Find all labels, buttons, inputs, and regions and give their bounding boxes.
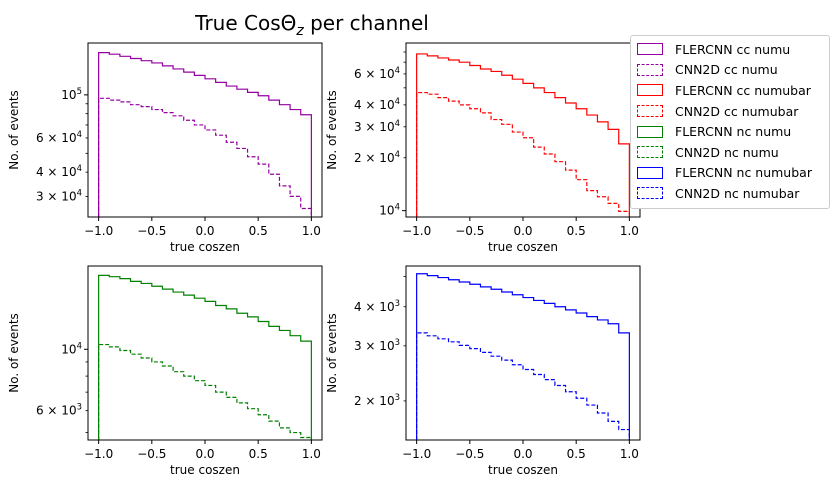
y-tick-label: 4 × 104 <box>354 97 400 112</box>
legend-label: CNN2D nc numu <box>675 144 779 160</box>
y-tick-label: 2 × 103 <box>354 393 400 408</box>
x-tick-label: −0.5 <box>137 447 166 461</box>
x-tick-label: 1.0 <box>620 447 639 461</box>
legend-label: FLERCNN cc numu <box>675 41 791 57</box>
y-tick-label: 104 <box>61 341 82 356</box>
figure-title-sub: z <box>295 23 304 39</box>
y-tick-label: 105 <box>61 87 82 102</box>
x-axis-label: true coszen <box>488 463 558 477</box>
legend-swatch <box>637 84 663 97</box>
y-tick-label: 4 × 103 <box>354 299 400 314</box>
series-line-flercnn <box>98 274 312 440</box>
x-tick-label: −1.0 <box>84 447 113 461</box>
x-tick-label: 0.5 <box>567 224 586 238</box>
y-tick-label: 6 × 104 <box>354 66 400 81</box>
panel-cc-numubar: −1.0 −0.5 0.0 0.5 1.0 true coszen No. of event… <box>325 42 641 254</box>
series-line-flercnn <box>98 52 312 217</box>
legend-swatch <box>637 43 663 56</box>
y-tick-label: 6 × 103 <box>36 403 82 418</box>
legend-swatch <box>637 105 663 118</box>
x-tick-label: −1.0 <box>402 447 431 461</box>
panel-cc-numu: −1.0 −0.5 0.0 0.5 1.0 true coszen No. of event… <box>7 42 323 254</box>
y-axis-label: No. of events <box>325 90 339 170</box>
x-tick-label: 0.0 <box>195 447 214 461</box>
figure-title-tail: per channel <box>304 11 429 35</box>
series-line-cnn2d <box>98 97 312 217</box>
legend-swatch <box>637 166 663 179</box>
x-tick-label: 1.0 <box>302 447 321 461</box>
x-tick-label: −0.5 <box>455 447 484 461</box>
series-line-cnn2d <box>98 343 312 440</box>
y-tick-label: 6 × 104 <box>36 130 82 145</box>
axes-frame <box>405 265 641 441</box>
panel-nc-numubar: −1.0 −0.5 0.0 0.5 1.0 true coszen No. of event… <box>325 265 641 477</box>
legend-item: FLERCNN nc numu <box>637 121 823 142</box>
x-tick-label: 1.0 <box>620 224 639 238</box>
y-tick-label: 4 × 104 <box>36 164 82 179</box>
figure-title-main: True CosΘ <box>194 11 296 35</box>
y-axis-label: No. of events <box>7 90 21 170</box>
axes-frame <box>87 42 323 218</box>
legend-label: CNN2D cc numubar <box>675 103 799 119</box>
x-tick-label: 0.5 <box>249 447 268 461</box>
y-axis-label: No. of events <box>7 313 21 393</box>
x-tick-label: −0.5 <box>137 224 166 238</box>
legend-label: FLERCNN nc numubar <box>675 165 812 181</box>
x-tick-label: 1.0 <box>302 224 321 238</box>
series-line-flercnn <box>416 53 630 217</box>
x-axis-label: true coszen <box>488 240 558 254</box>
axes-frame <box>87 265 323 441</box>
x-tick-label: 0.0 <box>513 447 532 461</box>
legend-swatch <box>637 187 663 200</box>
x-axis-label: true coszen <box>170 463 240 477</box>
series-line-cnn2d <box>416 332 630 440</box>
x-tick-label: 0.0 <box>513 224 532 238</box>
legend-item: CNN2D cc numubar <box>637 101 823 122</box>
x-tick-label: −1.0 <box>84 224 113 238</box>
legend-item: FLERCNN cc numu <box>637 39 823 60</box>
y-tick-label: 3 × 103 <box>354 338 400 353</box>
figure-title: True CosΘz per channel <box>194 11 429 39</box>
legend-swatch <box>637 125 663 138</box>
legend-label: FLERCNN cc numubar <box>675 82 811 98</box>
y-tick-label: 3 × 104 <box>36 188 82 203</box>
legend-item: FLERCNN cc numubar <box>637 80 823 101</box>
x-tick-label: 0.5 <box>567 447 586 461</box>
y-tick-label: 2 × 104 <box>354 150 400 165</box>
legend-label: CNN2D nc numubar <box>675 185 800 201</box>
y-tick-label: 3 × 104 <box>354 119 400 134</box>
y-tick-label: 104 <box>379 203 400 218</box>
legend-label: CNN2D cc numu <box>675 62 778 78</box>
x-tick-label: −0.5 <box>455 224 484 238</box>
legend-swatch <box>637 63 663 76</box>
legend-item: FLERCNN nc numubar <box>637 163 823 184</box>
legend-item: CNN2D nc numu <box>637 142 823 163</box>
x-tick-label: −1.0 <box>402 224 431 238</box>
y-axis-label: No. of events <box>325 313 339 393</box>
panels: −1.0 −0.5 0.0 0.5 1.0 true coszen No. of event… <box>7 42 641 477</box>
x-axis-label: true coszen <box>170 240 240 254</box>
panel-nc-numu: −1.0 −0.5 0.0 0.5 1.0 true coszen No. of event… <box>7 265 323 477</box>
legend-item: CNN2D nc numubar <box>637 183 823 204</box>
x-tick-label: 0.0 <box>195 224 214 238</box>
legend: FLERCNN cc numu CNN2D cc numu FLERCNN cc n… <box>630 35 830 209</box>
legend-item: CNN2D cc numu <box>637 60 823 81</box>
legend-label: FLERCNN nc numu <box>675 124 792 140</box>
x-tick-label: 0.5 <box>249 224 268 238</box>
series-line-flercnn <box>416 273 630 440</box>
series-line-cnn2d <box>416 91 630 217</box>
axes-frame <box>405 42 641 218</box>
legend-swatch <box>637 146 663 159</box>
